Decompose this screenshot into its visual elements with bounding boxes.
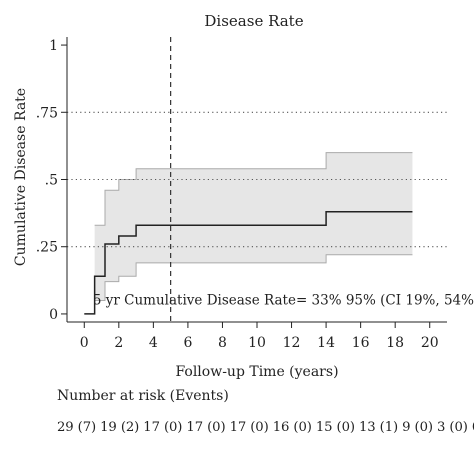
x-tick-label: 8: [218, 335, 227, 351]
risk-table-row: 29 (7) 19 (2) 17 (0) 17 (0) 17 (0) 16 (0…: [57, 420, 474, 435]
x-tick-label: 4: [149, 335, 158, 351]
y-tick-label: 0: [49, 307, 58, 323]
x-tick-label: 12: [283, 335, 301, 351]
cumulative-rate-step-line: [84, 211, 413, 315]
y-tick-label: .5: [45, 173, 58, 189]
y-tick-label: .25: [36, 240, 58, 256]
x-tick-label: 6: [183, 335, 192, 351]
chart-title: Disease Rate: [204, 12, 303, 30]
x-axis-label: Follow-up Time (years): [175, 364, 338, 380]
risk-table-title: Number at risk (Events): [57, 388, 229, 404]
x-tick-label: 0: [80, 335, 89, 351]
ci-upper-edge: [94, 152, 413, 226]
ci-band: [94, 152, 413, 301]
y-tick-label: .75: [36, 105, 58, 121]
x-tick-label: 20: [421, 335, 439, 351]
y-tick-label: 1: [49, 38, 58, 54]
x-tick-label: 16: [352, 335, 370, 351]
ci-lower-edge: [94, 254, 413, 301]
x-tick-label: 2: [114, 335, 123, 351]
x-tick-label: 14: [317, 335, 335, 351]
y-axis-label: Cumulative Disease Rate: [13, 88, 29, 266]
x-tick-label: 10: [248, 335, 266, 351]
annotation-text: 5 yr Cumulative Disease Rate= 33% 95% (C…: [93, 293, 474, 309]
x-tick-label: 18: [386, 335, 404, 351]
